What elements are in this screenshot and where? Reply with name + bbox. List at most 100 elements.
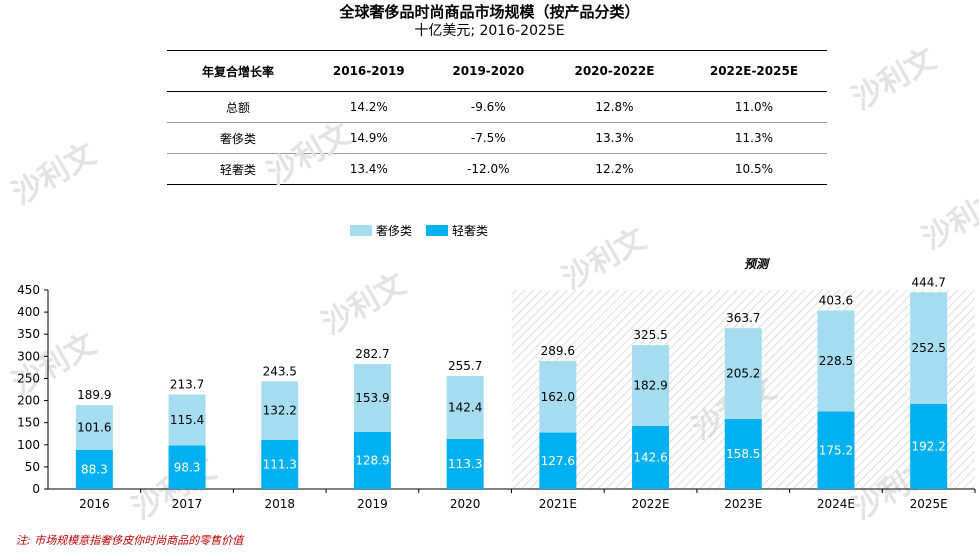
legend-item-light-luxury: 轻奢类 — [426, 222, 488, 239]
watermark-text: 沙利文 — [262, 117, 357, 192]
y-tick-label: 150 — [17, 416, 40, 430]
y-tick-label: 300 — [17, 349, 40, 363]
cagr-cell: 13.3% — [548, 122, 681, 154]
data-label-light-luxury: 98.3 — [174, 460, 201, 474]
y-tick-label: 450 — [17, 283, 40, 297]
cagr-cell: 11.0% — [680, 91, 827, 123]
x-tick-label: 2016 — [79, 497, 110, 511]
data-label-total: 289.6 — [541, 344, 575, 358]
cagr-cell: 14.2% — [309, 91, 429, 123]
x-tick-label: 2024E — [817, 497, 855, 511]
cagr-cell: -9.6% — [428, 91, 549, 123]
bar-light-luxury — [724, 418, 762, 489]
cagr-row-luxury: 奢侈类 14.9% -7.5% 13.3% 11.3% — [167, 122, 827, 154]
y-tick-label: 200 — [17, 394, 40, 408]
bar-light-luxury — [817, 411, 855, 489]
bar-luxury — [261, 381, 299, 440]
y-tick-label: 350 — [17, 327, 40, 341]
chart-subtitle: 十亿美元; 2016-2025E — [414, 23, 565, 39]
watermark-text: 沙利文 — [917, 182, 979, 257]
x-tick-label: 2022E — [631, 497, 669, 511]
cagr-header-row: 年复合增长率 2016-2019 2019-2020 2020-2022E 20… — [167, 50, 827, 92]
data-label-luxury: 142.4 — [448, 400, 482, 414]
watermark-text: 沙利文 — [847, 42, 942, 117]
cagr-cell: 12.2% — [548, 153, 681, 185]
bar-light-luxury — [353, 431, 391, 489]
bar-light-luxury — [75, 449, 113, 489]
x-tick-label: 2023E — [724, 497, 762, 511]
bar-luxury — [539, 360, 577, 433]
data-label-light-luxury: 127.6 — [541, 454, 575, 468]
cagr-row-light-luxury: 轻奢类 13.4% -12.0% 12.2% 10.5% — [167, 153, 827, 185]
data-label-total: 189.9 — [77, 388, 111, 402]
bar-luxury — [817, 310, 855, 412]
cagr-cell: 10.5% — [680, 153, 827, 185]
data-label-luxury: 228.5 — [819, 354, 853, 368]
y-tick-label: 0 — [32, 482, 40, 496]
bar-luxury — [910, 292, 948, 405]
data-label-total: 255.7 — [448, 359, 482, 373]
bar-light-luxury — [446, 438, 484, 489]
data-label-light-luxury: 158.5 — [726, 447, 760, 461]
watermark-text: 沙利文 — [317, 267, 412, 342]
data-label-total: 325.5 — [633, 328, 667, 342]
data-label-luxury: 252.5 — [911, 341, 945, 355]
x-tick-label: 2018 — [264, 497, 295, 511]
data-label-total: 243.5 — [263, 364, 297, 378]
data-label-light-luxury: 111.3 — [263, 457, 297, 471]
cagr-row-total: 总额 14.2% -9.6% 12.8% 11.0% — [167, 91, 827, 123]
cagr-row-label: 奢侈类 — [167, 122, 309, 154]
y-tick-label: 400 — [17, 305, 40, 319]
data-label-total: 403.6 — [819, 293, 853, 307]
bar-luxury — [632, 345, 670, 426]
data-label-light-luxury: 88.3 — [81, 462, 108, 476]
bar-light-luxury — [632, 425, 670, 489]
cagr-table: 年复合增长率 2016-2019 2019-2020 2020-2022E 20… — [167, 50, 827, 185]
cagr-cell: 13.4% — [309, 153, 429, 185]
bar-light-luxury — [168, 445, 206, 489]
chart-legend: 奢侈类 轻奢类 — [350, 222, 502, 239]
data-label-luxury: 205.2 — [726, 367, 760, 381]
cagr-cell: 11.3% — [680, 122, 827, 154]
data-label-light-luxury: 192.2 — [911, 440, 945, 454]
legend-label-luxury: 奢侈类 — [376, 224, 413, 238]
data-label-light-luxury: 175.2 — [819, 443, 853, 457]
cagr-row-label: 轻奢类 — [167, 153, 309, 185]
watermark-text: 沙利文 — [7, 137, 102, 212]
data-label-total: 444.7 — [911, 275, 945, 289]
x-tick-label: 2019 — [357, 497, 388, 511]
legend-swatch-light-luxury — [426, 225, 449, 236]
cagr-cell: -12.0% — [428, 153, 549, 185]
data-label-luxury: 153.9 — [355, 391, 389, 405]
footnote: 注: 市场规模意指奢侈皮你时尚商品的零售价值 — [16, 534, 244, 547]
cagr-header-period: 2019-2020 — [428, 50, 549, 92]
legend-label-light-luxury: 轻奢类 — [452, 224, 489, 238]
cagr-cell: 12.8% — [548, 91, 681, 123]
legend-item-luxury: 奢侈类 — [350, 222, 412, 239]
x-tick-label: 2020 — [450, 497, 481, 511]
cagr-row-label: 总额 — [167, 91, 309, 123]
data-label-total: 282.7 — [355, 347, 389, 361]
bar-light-luxury — [261, 439, 299, 489]
cagr-header-period: 2020-2022E — [548, 50, 681, 92]
cagr-header-period: 2022E-2025E — [680, 50, 827, 92]
bar-light-luxury — [910, 404, 948, 489]
cagr-header-period: 2016-2019 — [309, 50, 429, 92]
bar-luxury — [75, 405, 113, 450]
data-label-light-luxury: 113.3 — [448, 457, 482, 471]
bar-luxury — [446, 375, 484, 439]
y-tick-label: 100 — [17, 438, 40, 452]
data-label-total: 213.7 — [170, 377, 204, 391]
data-label-luxury: 182.9 — [633, 378, 667, 392]
data-label-luxury: 101.6 — [77, 420, 111, 434]
cagr-header-label: 年复合增长率 — [167, 50, 309, 92]
forecast-label: 预测 — [744, 257, 769, 271]
data-label-luxury: 115.4 — [170, 413, 204, 427]
legend-swatch-luxury — [350, 225, 372, 236]
x-tick-label: 2025E — [910, 497, 948, 511]
bar-luxury — [353, 363, 391, 432]
cagr-cell: -7.5% — [428, 122, 549, 154]
bar-light-luxury — [539, 432, 577, 489]
bar-luxury — [168, 394, 206, 446]
